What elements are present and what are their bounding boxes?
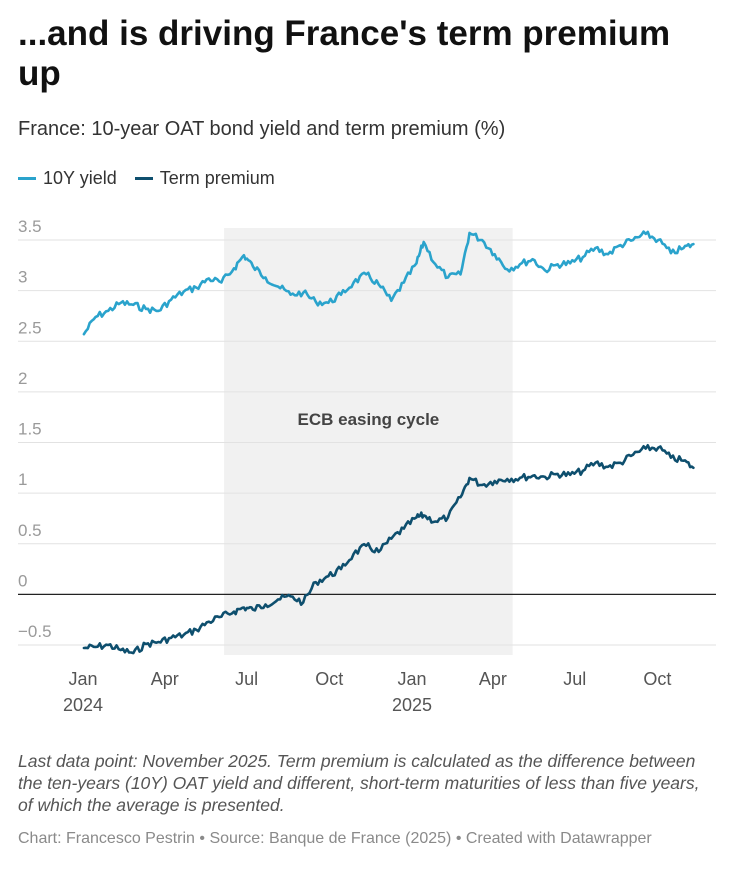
y-tick-label: 0 [18,571,27,590]
y-tick-label: 1.5 [18,420,42,439]
legend: 10Y yield Term premium [18,168,293,189]
legend-swatch-term-premium [134,177,153,180]
x-tick-label: Oct [315,669,343,689]
ecb-easing-shade [224,228,513,655]
x-tick-label: Jan [68,669,97,689]
legend-label-term-premium: Term premium [159,168,275,188]
legend-swatch-10y-yield [18,177,36,180]
10y-yield-line [82,230,695,336]
x-tick-label: Jan [397,669,426,689]
term-premium-line [82,444,695,655]
y-tick-label: 2.5 [18,318,42,337]
x-tick-label: Apr [479,669,507,689]
x-tick-year-label: 2025 [392,695,432,715]
annotation-label: ECB easing cycle [298,410,440,429]
chart-subtitle: France: 10-year OAT bond yield and term … [18,118,506,140]
y-tick-label: −0.5 [18,622,52,641]
x-tick-label: Jul [563,669,586,689]
x-tick-label: Jul [235,669,258,689]
x-tick-label: Apr [151,669,179,689]
chart-title: ...and is driving France's term premium … [18,14,671,93]
chart-notes: Last data point: November 2025. Term pre… [18,751,700,815]
legend-item-10y-yield: 10Y yield [18,168,117,189]
legend-item-term-premium: Term premium [134,168,275,189]
y-tick-label: 1 [18,470,27,489]
y-tick-label: 2 [18,369,27,388]
legend-label-10y-yield: 10Y yield [43,168,117,188]
x-tick-year-label: 2024 [63,695,103,715]
x-tick-label: Oct [643,669,671,689]
y-tick-label: 0.5 [18,521,42,540]
chart-source: Chart: Francesco Pestrin • Source: Banqu… [18,830,652,847]
line-chart: 3.5 3 2.5 2 1.5 1 0.5 0 −0.5 ECB easing cycle Jan 2… [18,217,716,715]
y-tick-label: 3 [18,268,27,287]
y-tick-label: 3.5 [18,217,42,236]
